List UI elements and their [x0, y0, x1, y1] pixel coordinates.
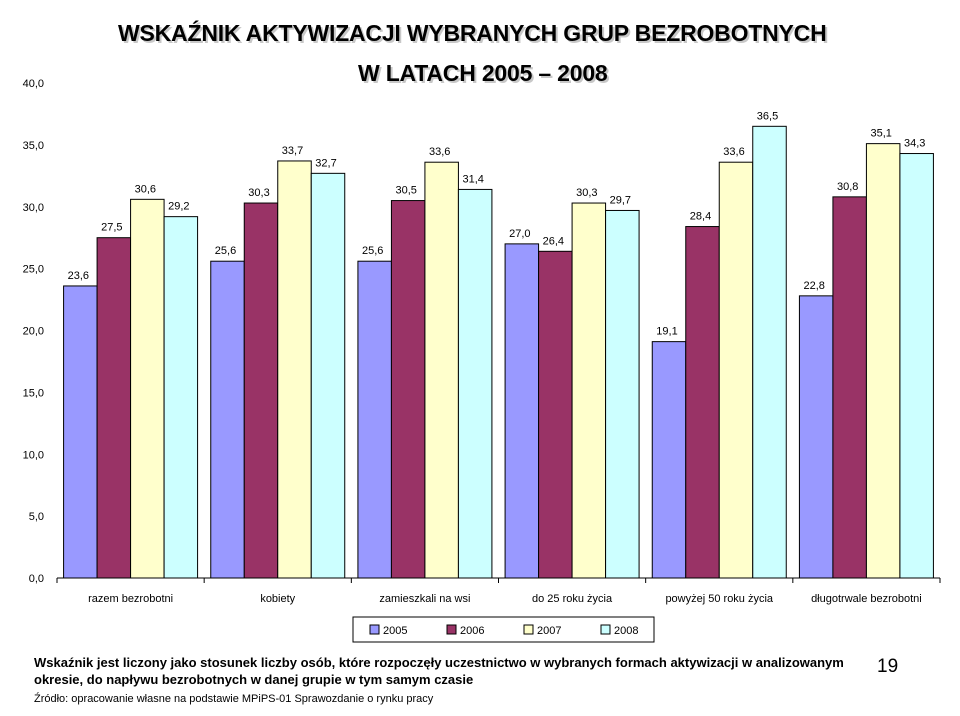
category-label: do 25 roku życia: [532, 593, 613, 605]
data-label: 33,6: [723, 146, 744, 158]
data-label: 22,8: [803, 280, 824, 292]
data-label: 27,5: [101, 222, 122, 234]
bar-2006-6: [832, 196, 867, 579]
data-label: 32,7: [315, 157, 336, 169]
data-label: 19,1: [656, 326, 677, 338]
y-tick-label: 5,0: [29, 511, 44, 523]
y-tick-label: 35,0: [23, 140, 44, 152]
bar-2006-5: [685, 226, 720, 579]
data-label: 36,5: [757, 110, 778, 122]
category-label: zamieszkali na wsi: [379, 593, 470, 605]
data-label: 30,3: [248, 187, 269, 199]
page-number: 19: [877, 656, 899, 677]
bar-chart: 0,0 5,0 10,0 15,0 20,0 25,0 30,0 35,0 40,0 23,6 25…: [23, 78, 941, 643]
data-label: 27,0: [509, 228, 530, 240]
legend-label: 2007: [537, 625, 561, 637]
data-label: 34,3: [904, 138, 925, 150]
category-label: powyżej 50 roku życia: [665, 593, 773, 605]
bar-2008-5: [752, 125, 787, 579]
data-label: 30,3: [576, 187, 597, 199]
data-label: 33,6: [429, 146, 450, 158]
bar-2008-2: [310, 172, 346, 579]
y-tick-label: 20,0: [23, 326, 44, 338]
bar-2007-3: [424, 161, 459, 579]
y-tick-label: 0,0: [29, 573, 44, 585]
legend-swatch-2006: [446, 624, 457, 635]
data-label: 29,7: [610, 194, 631, 206]
bar-2007-6: [865, 143, 901, 579]
legend-swatch-2008: [600, 624, 611, 635]
source-note: Źródło: opracowanie własne na podstawie …: [34, 693, 434, 705]
bar-2006-2: [243, 202, 279, 579]
category-label: kobiety: [260, 593, 295, 605]
data-label: 30,6: [135, 183, 156, 195]
bar-2007-5: [718, 161, 754, 579]
y-tick-label: 15,0: [23, 387, 44, 399]
category-label: długotrwale bezrobotni: [811, 593, 922, 605]
data-label: 28,4: [690, 211, 711, 223]
bar-2007-2: [277, 160, 312, 579]
bar-2005-3: [357, 260, 392, 579]
bar-2005-1: [63, 285, 98, 579]
bar-2008-4: [605, 209, 640, 579]
legend-swatch-2005: [369, 624, 380, 635]
legend-swatch-2007: [523, 624, 534, 635]
bar-2005-2: [210, 260, 245, 579]
legend-label: 2008: [614, 625, 638, 637]
data-label: 35,1: [870, 128, 891, 140]
footnote: Wskaźnik jest liczony jako stosunek licz…: [34, 655, 844, 687]
legend-label: 2006: [460, 625, 484, 637]
legend-label: 2005: [383, 625, 407, 637]
bar-2007-1: [130, 198, 165, 579]
data-label: 30,8: [837, 181, 858, 193]
bar-2006-3: [390, 200, 426, 579]
category-label: razem bezrobotni: [88, 593, 173, 605]
data-label: 30,5: [395, 185, 416, 197]
bar-2008-1: [163, 216, 199, 579]
chart-title-line-1: WSKAŹNIK AKTYWIZACJI WYBRANYCH GRUP BEZR…: [118, 20, 827, 46]
data-label: 29,2: [168, 201, 189, 213]
y-tick-label: 25,0: [23, 264, 44, 276]
bar-2005-6: [798, 295, 834, 579]
y-tick-label: 40,0: [23, 78, 44, 90]
data-label: 31,4: [462, 173, 483, 185]
y-tick-label: 10,0: [23, 449, 44, 461]
bar-2005-4: [504, 243, 540, 579]
bar-2008-6: [899, 153, 934, 579]
data-label: 33,7: [282, 145, 303, 157]
bar-2005-5: [651, 341, 687, 579]
chart-title-line-2: W LATACH 2005 – 2008: [358, 60, 608, 86]
bar-2008-3: [457, 188, 493, 579]
data-label: 25,6: [362, 245, 383, 257]
data-label: 25,6: [215, 245, 236, 257]
data-label: 23,6: [68, 270, 89, 282]
bar-2006-4: [538, 250, 573, 579]
bar-2006-1: [96, 237, 132, 579]
y-tick-label: 30,0: [23, 202, 44, 214]
data-label: 26,4: [543, 235, 564, 247]
bar-2007-4: [571, 202, 607, 579]
